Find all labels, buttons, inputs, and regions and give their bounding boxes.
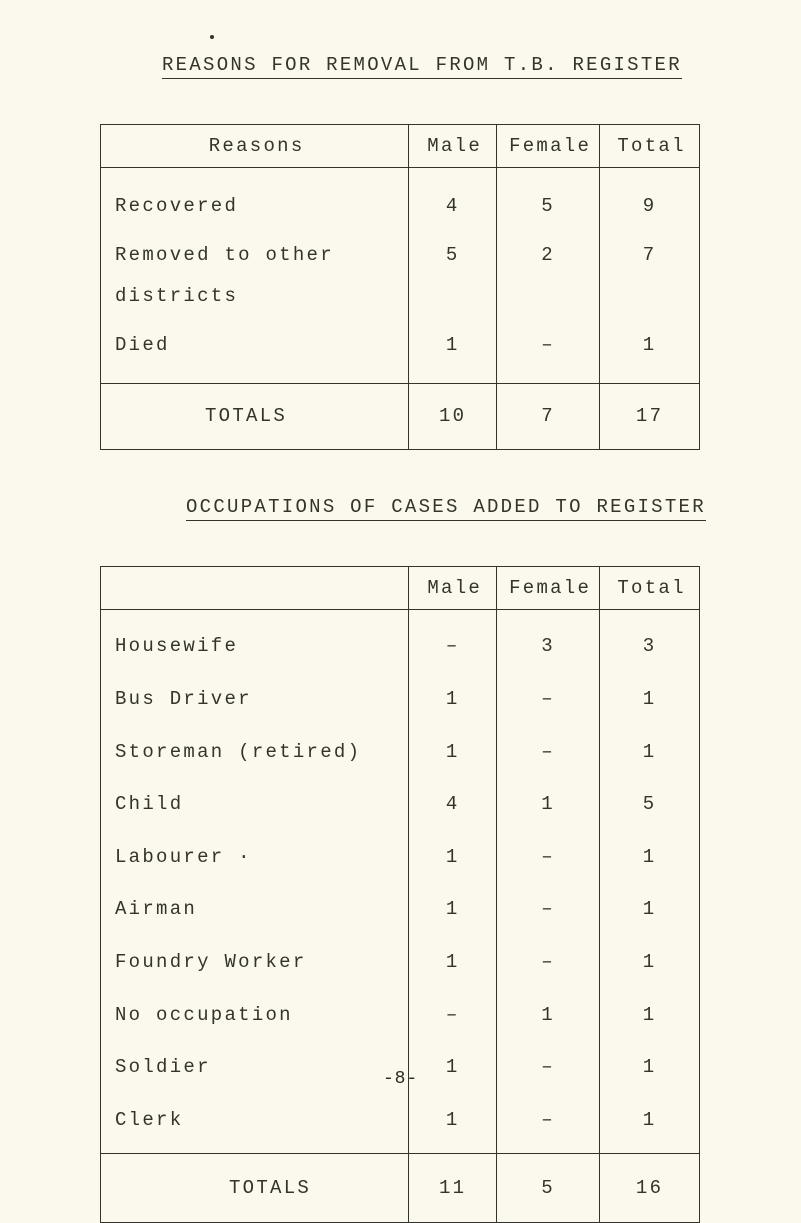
cell-label: No occupation: [101, 989, 409, 1042]
t2-total-label: TOTALS: [101, 1153, 409, 1223]
cell-male: –: [409, 989, 497, 1042]
table-row: Airman1–1: [101, 883, 700, 936]
cell-label: Bus Driver: [101, 673, 409, 726]
cell-male: –: [409, 610, 497, 673]
cell-female: 2: [497, 231, 600, 321]
table-row: Clerk1–1: [101, 1094, 700, 1153]
cell-female: –: [497, 936, 600, 989]
table-row: Bus Driver1–1: [101, 673, 700, 726]
table1-totals-row: TOTALS 10 7 17: [101, 384, 700, 450]
th-female: Female: [497, 125, 600, 168]
table-row: Storeman (retired)1–1: [101, 726, 700, 779]
cell-label: Died: [101, 321, 409, 384]
th2-blank: [101, 567, 409, 610]
cell-male: 1: [409, 321, 497, 384]
title-reasons-text: REASONS FOR REMOVAL FROM T.B. REGISTER: [162, 54, 682, 79]
cell-male: 4: [409, 778, 497, 831]
t1-total-label: TOTALS: [101, 384, 409, 450]
cell-label: Airman: [101, 883, 409, 936]
cell-label: Labourer ·: [101, 831, 409, 884]
title-occupations: OCCUPATIONS OF CASES ADDED TO REGISTER: [186, 496, 741, 518]
cell-male: 5: [409, 231, 497, 321]
table-row: Housewife–33: [101, 610, 700, 673]
table-reasons: Reasons Male Female Total Recovered459Re…: [100, 124, 700, 450]
cell-label: Removed to other districts: [101, 231, 409, 321]
cell-total: 1: [600, 673, 700, 726]
cell-male: 1: [409, 936, 497, 989]
table-row: Died1–1: [101, 321, 700, 384]
page-number: -8-: [0, 1071, 801, 1091]
table-row: Recovered459: [101, 168, 700, 231]
cell-female: 5: [497, 168, 600, 231]
th-male: Male: [409, 125, 497, 168]
cell-label: Housewife: [101, 610, 409, 673]
cell-female: –: [497, 1094, 600, 1153]
table2-totals-row: TOTALS 11 5 16: [101, 1153, 700, 1223]
cell-total: 1: [600, 883, 700, 936]
cell-total: 1: [600, 1094, 700, 1153]
title-reasons: REASONS FOR REMOVAL FROM T.B. REGISTER: [162, 54, 741, 76]
t2-total-male: 11: [409, 1153, 497, 1223]
table-row: Labourer ·1–1: [101, 831, 700, 884]
t2-total-female: 5: [497, 1153, 600, 1223]
cell-female: 1: [497, 778, 600, 831]
cell-total: 7: [600, 231, 700, 321]
t1-total-female: 7: [497, 384, 600, 450]
table-row: Child415: [101, 778, 700, 831]
cell-total: 1: [600, 831, 700, 884]
th2-male: Male: [409, 567, 497, 610]
cell-female: –: [497, 831, 600, 884]
stray-dot: [210, 35, 214, 39]
cell-male: 1: [409, 726, 497, 779]
t1-total-total: 17: [600, 384, 700, 450]
document-page: REASONS FOR REMOVAL FROM T.B. REGISTER R…: [0, 0, 801, 1111]
table-row: Removed to other districts527: [101, 231, 700, 321]
cell-male: 1: [409, 883, 497, 936]
t2-total-total: 16: [600, 1153, 700, 1223]
table2-header-row: Male Female Total: [101, 567, 700, 610]
cell-total: 9: [600, 168, 700, 231]
th-reasons: Reasons: [101, 125, 409, 168]
page-number-text: -8-: [383, 1069, 418, 1089]
table1-header-row: Reasons Male Female Total: [101, 125, 700, 168]
cell-female: 1: [497, 989, 600, 1042]
th-total: Total: [600, 125, 700, 168]
cell-male: 4: [409, 168, 497, 231]
table-occupations: Male Female Total Housewife–33Bus Driver…: [100, 566, 700, 1223]
cell-label: Foundry Worker: [101, 936, 409, 989]
cell-female: –: [497, 673, 600, 726]
cell-male: 1: [409, 831, 497, 884]
cell-female: –: [497, 883, 600, 936]
cell-total: 1: [600, 726, 700, 779]
th2-female: Female: [497, 567, 600, 610]
cell-female: 3: [497, 610, 600, 673]
cell-male: 1: [409, 673, 497, 726]
cell-total: 5: [600, 778, 700, 831]
cell-total: 1: [600, 321, 700, 384]
cell-label: Storeman (retired): [101, 726, 409, 779]
cell-total: 1: [600, 936, 700, 989]
cell-male: 1: [409, 1094, 497, 1153]
cell-label: Clerk: [101, 1094, 409, 1153]
title-occupations-text: OCCUPATIONS OF CASES ADDED TO REGISTER: [186, 496, 706, 521]
cell-label: Child: [101, 778, 409, 831]
t1-total-male: 10: [409, 384, 497, 450]
cell-label: Recovered: [101, 168, 409, 231]
table-row: Foundry Worker1–1: [101, 936, 700, 989]
th2-total: Total: [600, 567, 700, 610]
cell-total: 1: [600, 989, 700, 1042]
table-row: No occupation–11: [101, 989, 700, 1042]
cell-female: –: [497, 321, 600, 384]
cell-total: 3: [600, 610, 700, 673]
cell-female: –: [497, 726, 600, 779]
